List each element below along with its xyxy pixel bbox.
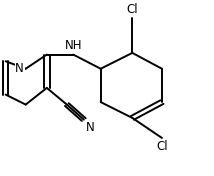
Text: NH: NH — [64, 39, 82, 52]
Text: Cl: Cl — [156, 140, 168, 153]
Text: N: N — [85, 121, 94, 134]
Text: N: N — [15, 62, 24, 75]
Text: Cl: Cl — [126, 3, 138, 16]
